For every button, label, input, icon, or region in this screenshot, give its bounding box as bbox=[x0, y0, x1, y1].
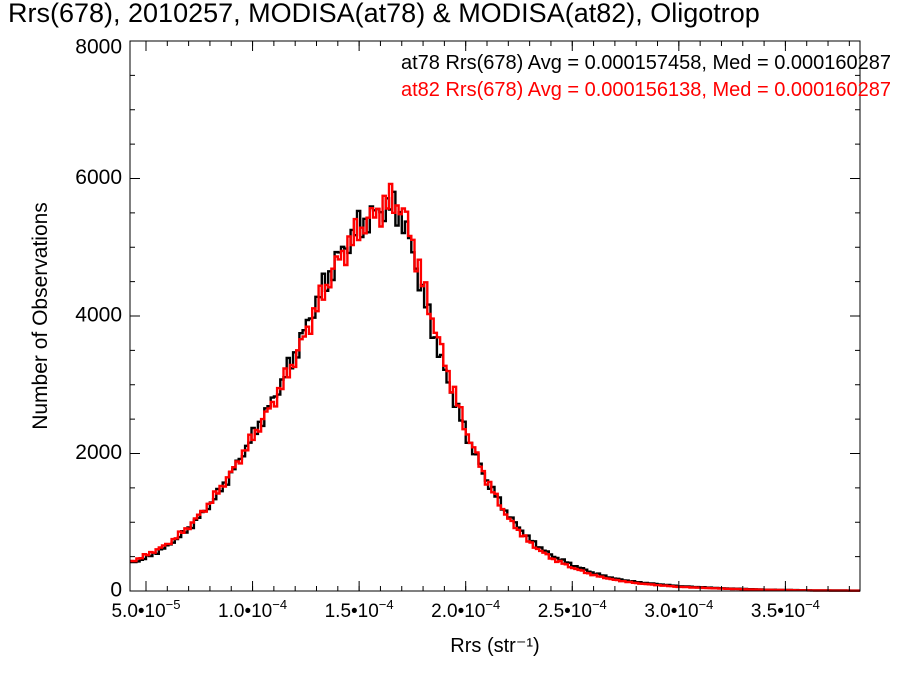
xtick-label: 5.0•10−5 bbox=[111, 597, 180, 622]
xtick-labels: 5.0•10−5 1.0•10−4 1.5•10−4 2.0•10−4 2.5•10−4… bbox=[111, 597, 819, 622]
xtick-label: 2.0•10−4 bbox=[431, 597, 500, 622]
ytick-label: 6000 bbox=[75, 166, 122, 189]
xtick-label: 3.5•10−4 bbox=[751, 597, 820, 622]
series-layer bbox=[130, 182, 860, 592]
xtick-label: 1.0•10−4 bbox=[218, 597, 287, 622]
plot-frame bbox=[129, 40, 861, 592]
x-axis-label: Rrs (str⁻¹) bbox=[450, 635, 539, 657]
chart-title: Rrs(678), 2010257, MODISA(at78) & MODISA… bbox=[8, 0, 760, 28]
series-at78-line bbox=[130, 190, 860, 592]
ytick-label: 4000 bbox=[75, 304, 122, 327]
series-at82-line bbox=[130, 182, 860, 592]
xtick-label: 2.5•10−4 bbox=[538, 597, 607, 622]
ytick-label: 0 bbox=[110, 579, 122, 602]
legend-at78-stats: at78 Rrs(678) Avg = 0.000157458, Med = 0… bbox=[401, 52, 891, 74]
xtick-label: 1.5•10−4 bbox=[325, 597, 394, 622]
ytick-label: 8000 bbox=[75, 36, 122, 59]
tick-layer bbox=[130, 40, 860, 592]
legend-at82-stats: at82 Rrs(678) Avg = 0.000156138, Med = 0… bbox=[401, 79, 891, 101]
ytick-label: 2000 bbox=[75, 441, 122, 464]
xtick-label: 3.0•10−4 bbox=[644, 597, 713, 622]
y-axis-label: Number of Observations bbox=[29, 202, 52, 430]
